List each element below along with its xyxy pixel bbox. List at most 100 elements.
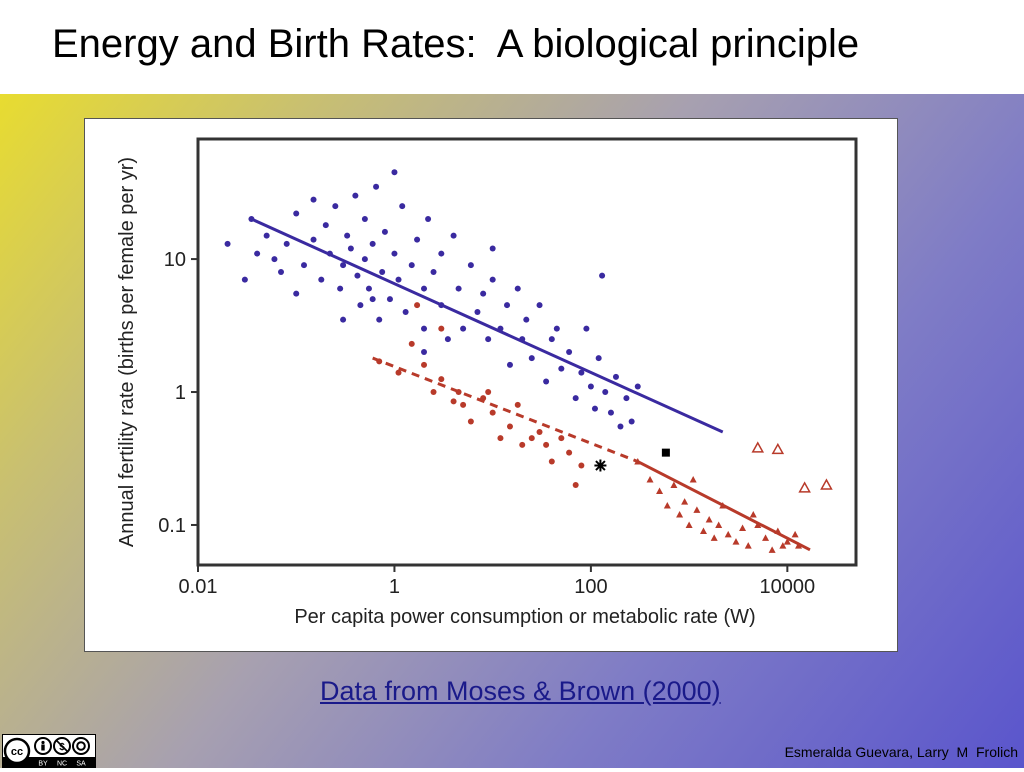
y-tick-label: 0.1 (158, 515, 186, 537)
data-point (310, 196, 317, 203)
data-point (583, 325, 590, 332)
data-point (623, 395, 630, 402)
title-band: Energy and Birth Rates: A biological pri… (0, 0, 1024, 94)
data-point (715, 521, 723, 528)
data-point (438, 250, 445, 257)
data-point (344, 232, 351, 239)
data-point (352, 192, 359, 199)
data-point (783, 538, 791, 545)
data-point (391, 169, 398, 176)
data-point (506, 361, 513, 368)
data-point (460, 325, 467, 332)
data-point (361, 216, 368, 223)
data-point (762, 534, 770, 541)
data-point (347, 245, 354, 252)
data-point (591, 405, 598, 412)
data-point (283, 240, 290, 247)
data-point (263, 232, 270, 239)
data-point (361, 256, 368, 263)
data-point (480, 290, 487, 297)
data-point (558, 435, 565, 442)
data-point (774, 527, 782, 535)
svg-text:cc: cc (11, 746, 23, 758)
data-point (278, 268, 285, 275)
data-point (224, 240, 231, 247)
data-point (408, 262, 415, 269)
data-point (705, 515, 713, 523)
license-label-nc: NC (57, 761, 67, 768)
x-axis-label: Per capita power consumption or metaboli… (294, 606, 755, 628)
data-point (504, 302, 511, 309)
data-point (455, 285, 462, 292)
data-point (699, 527, 707, 535)
author-credit: Esmeralda Guevara, Larry M Frolich (784, 744, 1018, 760)
license-label-by: BY (38, 761, 48, 768)
x-tick-label: 10000 (760, 576, 816, 598)
data-point (594, 459, 607, 472)
data-point (739, 524, 747, 531)
data-point (607, 409, 614, 416)
data-point (391, 250, 398, 257)
data-point (421, 325, 428, 332)
data-point (543, 378, 550, 385)
slide-title: Energy and Birth Rates: A biological pri… (52, 22, 860, 66)
data-point (543, 441, 550, 448)
license-badge[interactable]: cc $ BY NC SA (2, 734, 96, 768)
data-point (572, 481, 579, 488)
license-label-sa: SA (76, 761, 86, 768)
data-point (489, 276, 496, 283)
plot-area-border (196, 137, 858, 567)
data-point (467, 418, 474, 425)
data-point (599, 272, 606, 279)
data-point (310, 236, 317, 243)
y-tick-label: 1 (175, 382, 186, 404)
data-point (421, 285, 428, 292)
data-point (395, 276, 402, 283)
data-point (519, 441, 526, 448)
data-point (506, 423, 513, 430)
data-point (322, 222, 329, 229)
data-point (710, 534, 718, 541)
data-point (768, 546, 776, 553)
y-tick-label: 10 (164, 249, 186, 271)
data-point (514, 401, 521, 408)
data-point (536, 429, 543, 436)
data-point (656, 487, 664, 495)
data-point (438, 376, 445, 383)
data-point (719, 502, 727, 509)
data-point (676, 510, 684, 518)
data-point (444, 336, 451, 343)
data-point (402, 308, 409, 315)
data-point (519, 336, 526, 343)
data-point (685, 521, 693, 528)
data-point (617, 423, 624, 430)
data-point (553, 325, 560, 332)
data-point (693, 506, 701, 513)
data-point (566, 349, 573, 355)
data-point (421, 349, 428, 355)
data-point (587, 383, 594, 390)
data-point (536, 302, 543, 309)
data-point (791, 530, 799, 538)
data-point (248, 216, 255, 223)
data-point (514, 285, 521, 292)
data-point (467, 262, 474, 269)
data-point (340, 316, 347, 323)
data-point (779, 542, 787, 549)
data-point (578, 462, 585, 469)
data-point (749, 510, 757, 518)
fit-line-2 (372, 356, 639, 463)
data-point (572, 395, 579, 402)
data-point (474, 308, 481, 315)
sharealike-icon (72, 737, 90, 755)
data-point (381, 228, 388, 235)
data-point (528, 355, 535, 362)
data-point (301, 262, 308, 269)
source-link[interactable]: Data from Moses & Brown (2000) (320, 676, 721, 706)
data-point (354, 272, 361, 279)
data-point (480, 395, 487, 402)
data-point (602, 389, 609, 396)
data-point (369, 296, 376, 303)
data-point (386, 296, 393, 303)
data-point (820, 478, 833, 490)
